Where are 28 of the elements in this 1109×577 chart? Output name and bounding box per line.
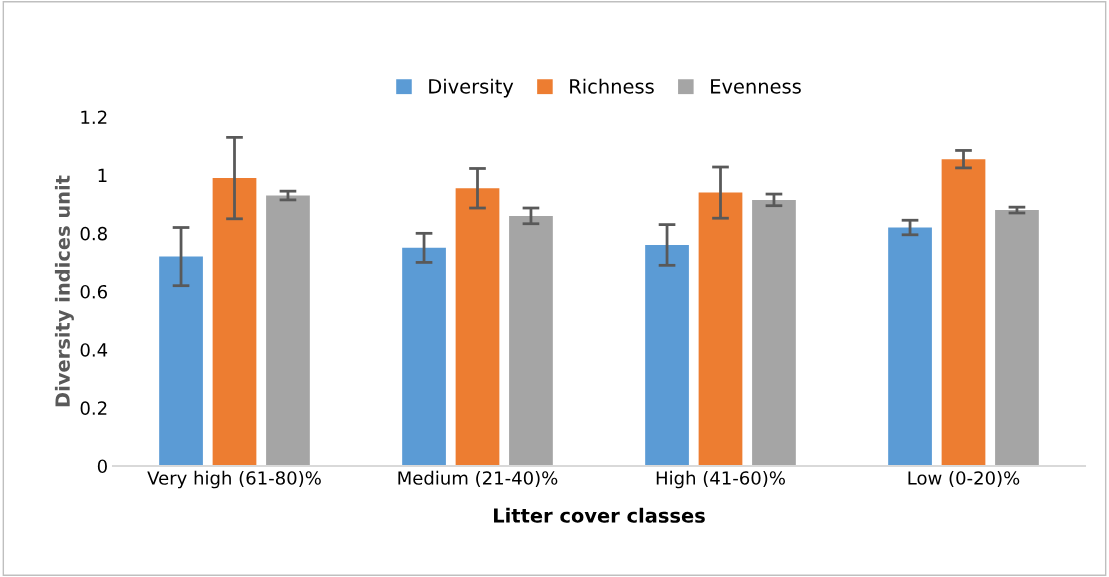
bar [402, 247, 446, 466]
x-axis-title: Litter cover classes [494, 507, 705, 523]
y-tick-label: 0.4 [80, 343, 108, 357]
x-tick-label: Medium (21-40)% [398, 470, 558, 487]
legend-label: Evenness [711, 79, 801, 94]
bar [752, 199, 796, 466]
y-axis-title: Diversity indices unit [54, 175, 74, 407]
y-tick-label: 1 [98, 168, 107, 183]
bar [888, 227, 932, 466]
bar [645, 244, 689, 466]
bar [159, 256, 203, 466]
bar [509, 215, 553, 466]
y-tick-label: 0.8 [80, 226, 107, 241]
y-tick-label: 1.2 [81, 110, 107, 124]
x-tick-label: Low (0-20)% [908, 470, 1020, 487]
bar [266, 195, 310, 466]
y-tick-label: 0 [97, 459, 107, 474]
y-tick-label: 0.6 [80, 284, 107, 299]
x-tick-label: High (41-60)% [656, 470, 785, 489]
y-tick-label: 0.2 [80, 401, 107, 415]
bar [995, 210, 1039, 466]
x-tick-label: Very high (61-80)% [147, 470, 321, 489]
bar [941, 159, 986, 466]
bar [455, 188, 500, 466]
legend-label: Diversity [429, 78, 514, 98]
legend-label: Richness [570, 78, 654, 94]
bar [698, 192, 743, 466]
bar [212, 178, 257, 466]
